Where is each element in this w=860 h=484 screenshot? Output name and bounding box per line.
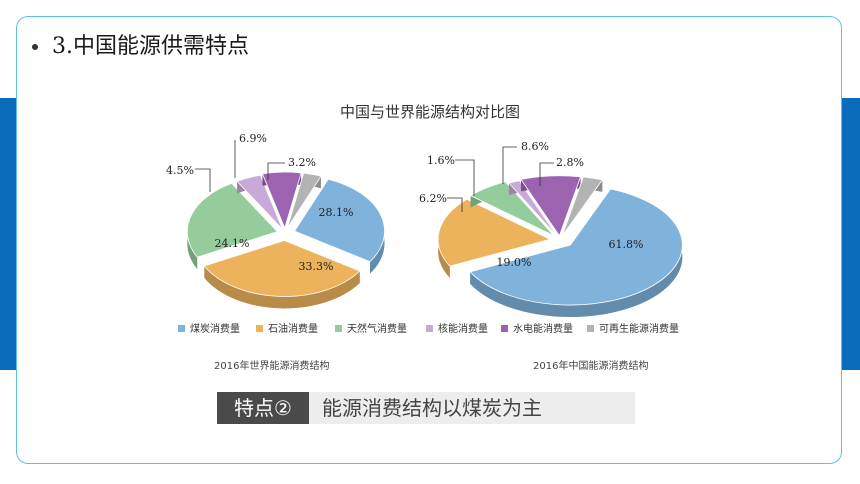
legend-swatch-gas xyxy=(335,325,342,332)
china-chart-caption: 2016年中国能源消费结构 xyxy=(533,361,649,372)
china-label-oil: 19.0% xyxy=(497,256,532,269)
feature-tag: 特点② xyxy=(217,392,309,424)
feature-text: 能源消费结构以煤炭为主 xyxy=(322,396,542,420)
china-leader-renewable xyxy=(539,162,554,186)
heading-text: 中国能源供需特点 xyxy=(73,34,250,59)
world-label-nuclear: 4.5% xyxy=(166,164,194,177)
china-leader-hydro xyxy=(502,146,517,184)
world-label-gas: 24.1% xyxy=(215,237,250,250)
world-label-coal: 28.1% xyxy=(319,206,354,219)
world-label-oil: 33.3% xyxy=(299,260,334,273)
world-slice-side-oil xyxy=(204,266,360,309)
chart-legend: 煤炭消费量 石油消费量 天然气消费量 核能消费量 水电能消费量 可再生能源消费量 xyxy=(178,320,738,336)
world-label-hydro: 6.9% xyxy=(239,132,267,145)
china-leader-gas xyxy=(447,197,463,212)
china-label-coal: 61.8% xyxy=(609,238,644,251)
legend-swatch-hydro xyxy=(501,325,508,332)
world-slice-gas xyxy=(186,182,279,258)
left-accent-bar xyxy=(0,98,18,370)
china-pie-chart: 61.8% 19.0% 6.2% 1.6% 8.6% 2.8% xyxy=(419,140,683,318)
china-slice-oil xyxy=(437,198,552,267)
legend-label: 水电能消费量 xyxy=(513,324,573,335)
legend-label: 可再生能源消费量 xyxy=(599,324,679,335)
slide-card xyxy=(16,16,842,464)
china-label-renewable: 2.8% xyxy=(556,156,584,169)
chart-title: 中国与世界能源结构对比图 xyxy=(339,103,520,121)
slide-heading: 3.中国能源供需特点 xyxy=(32,28,249,60)
feature-banner: 特点② 能源消费结构以煤炭为主 xyxy=(217,392,635,424)
legend-item-hydro: 水电能消费量 xyxy=(501,320,573,335)
china-slice-nuclear xyxy=(508,180,558,238)
legend-label: 石油消费量 xyxy=(268,324,318,335)
world-chart-caption: 2016年世界能源消费结构 xyxy=(214,361,330,372)
heading-number: 3. xyxy=(52,34,73,59)
legend-item-renewable: 可再生能源消费量 xyxy=(587,320,679,335)
legend-swatch-nuclear xyxy=(426,325,433,332)
world-slice-renewable xyxy=(286,172,322,229)
world-leader-renewable xyxy=(267,162,285,180)
china-slice-coal xyxy=(469,188,683,306)
legend-label: 核能消费量 xyxy=(438,324,488,335)
legend-item-gas: 天然气消费量 xyxy=(335,320,407,335)
world-slice-hydro xyxy=(261,171,302,230)
legend-swatch-oil xyxy=(256,325,263,332)
china-label-nuclear: 1.6% xyxy=(427,154,455,167)
bullet-icon xyxy=(32,44,38,50)
world-slice-nuclear xyxy=(236,174,284,230)
china-label-gas: 6.2% xyxy=(419,192,447,205)
legend-swatch-renewable xyxy=(587,325,594,332)
china-slice-gas xyxy=(469,181,555,237)
legend-label: 煤炭消费量 xyxy=(190,324,240,335)
legend-item-oil: 石油消费量 xyxy=(256,320,318,335)
china-leader-nuclear xyxy=(455,159,475,196)
china-label-hydro: 8.6% xyxy=(521,140,549,153)
world-slice-oil xyxy=(203,240,361,297)
world-leader-nuclear xyxy=(195,168,211,192)
china-slice-renewable xyxy=(561,176,604,237)
world-slice-coal xyxy=(293,178,385,263)
legend-item-nuclear: 核能消费量 xyxy=(426,320,488,335)
legend-item-coal: 煤炭消费量 xyxy=(178,320,240,335)
right-accent-bar xyxy=(842,98,860,370)
world-label-renewable: 3.2% xyxy=(288,156,316,169)
china-slice-hydro xyxy=(520,175,582,237)
legend-swatch-coal xyxy=(178,325,185,332)
legend-label: 天然气消费量 xyxy=(347,324,407,335)
world-pie-chart: 28.1% 33.3% 24.1% 4.5% 6.9% 3.2% xyxy=(166,132,385,309)
